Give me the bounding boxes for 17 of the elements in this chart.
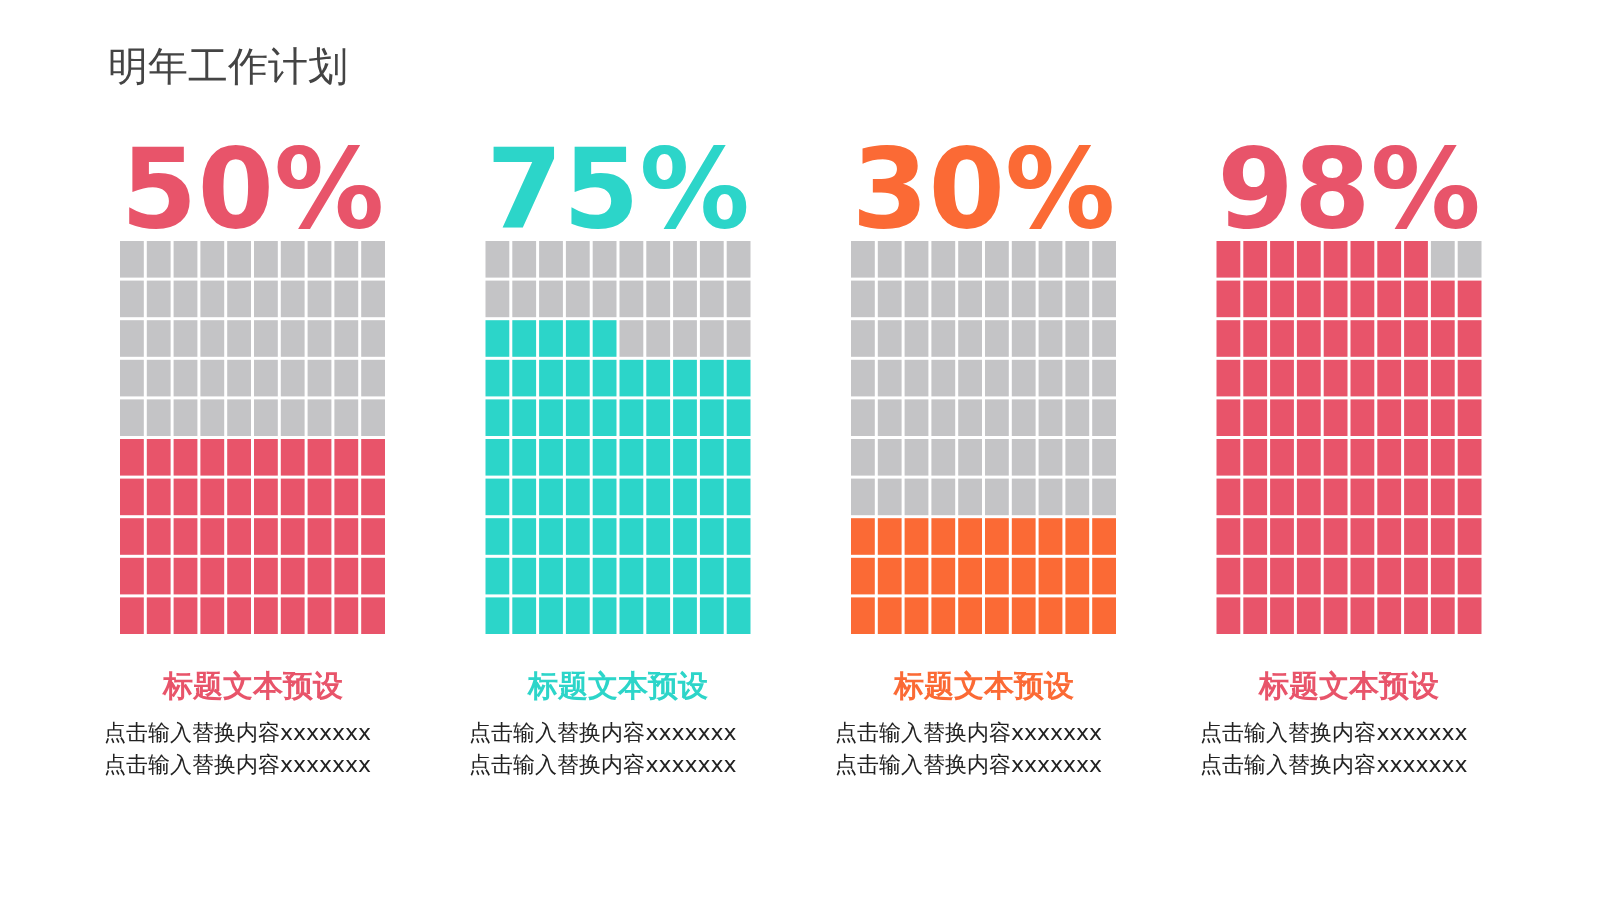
data-label: 50% (120, 125, 385, 253)
text: 标题文本预设 (892, 668, 1074, 703)
data-label: 30% (851, 125, 1116, 253)
text: 点击输入替换内容xxxxxxx (103, 752, 372, 777)
text: 点击输入替换内容xxxxxxx (469, 752, 737, 777)
text: 点击输入替换内容xxxxxxx (1200, 720, 1468, 745)
text: 明年工作计划 (108, 43, 348, 89)
text: 点击输入替换内容xxxxxxx (469, 720, 737, 745)
text: 标题文本预设 (161, 668, 343, 703)
text: 点击输入替换内容xxxxxxx (834, 752, 1103, 777)
data-label: 75% (486, 125, 750, 253)
text: 点击输入替换内容xxxxxxx (834, 720, 1103, 745)
text: 标题文本预设 (1258, 668, 1439, 703)
text: 标题文本预设 (527, 668, 708, 703)
text: 点击输入替换内容xxxxxxx (1200, 752, 1468, 777)
data-label: 98% (1217, 125, 1481, 253)
text: 点击输入替换内容xxxxxxx (103, 720, 372, 745)
